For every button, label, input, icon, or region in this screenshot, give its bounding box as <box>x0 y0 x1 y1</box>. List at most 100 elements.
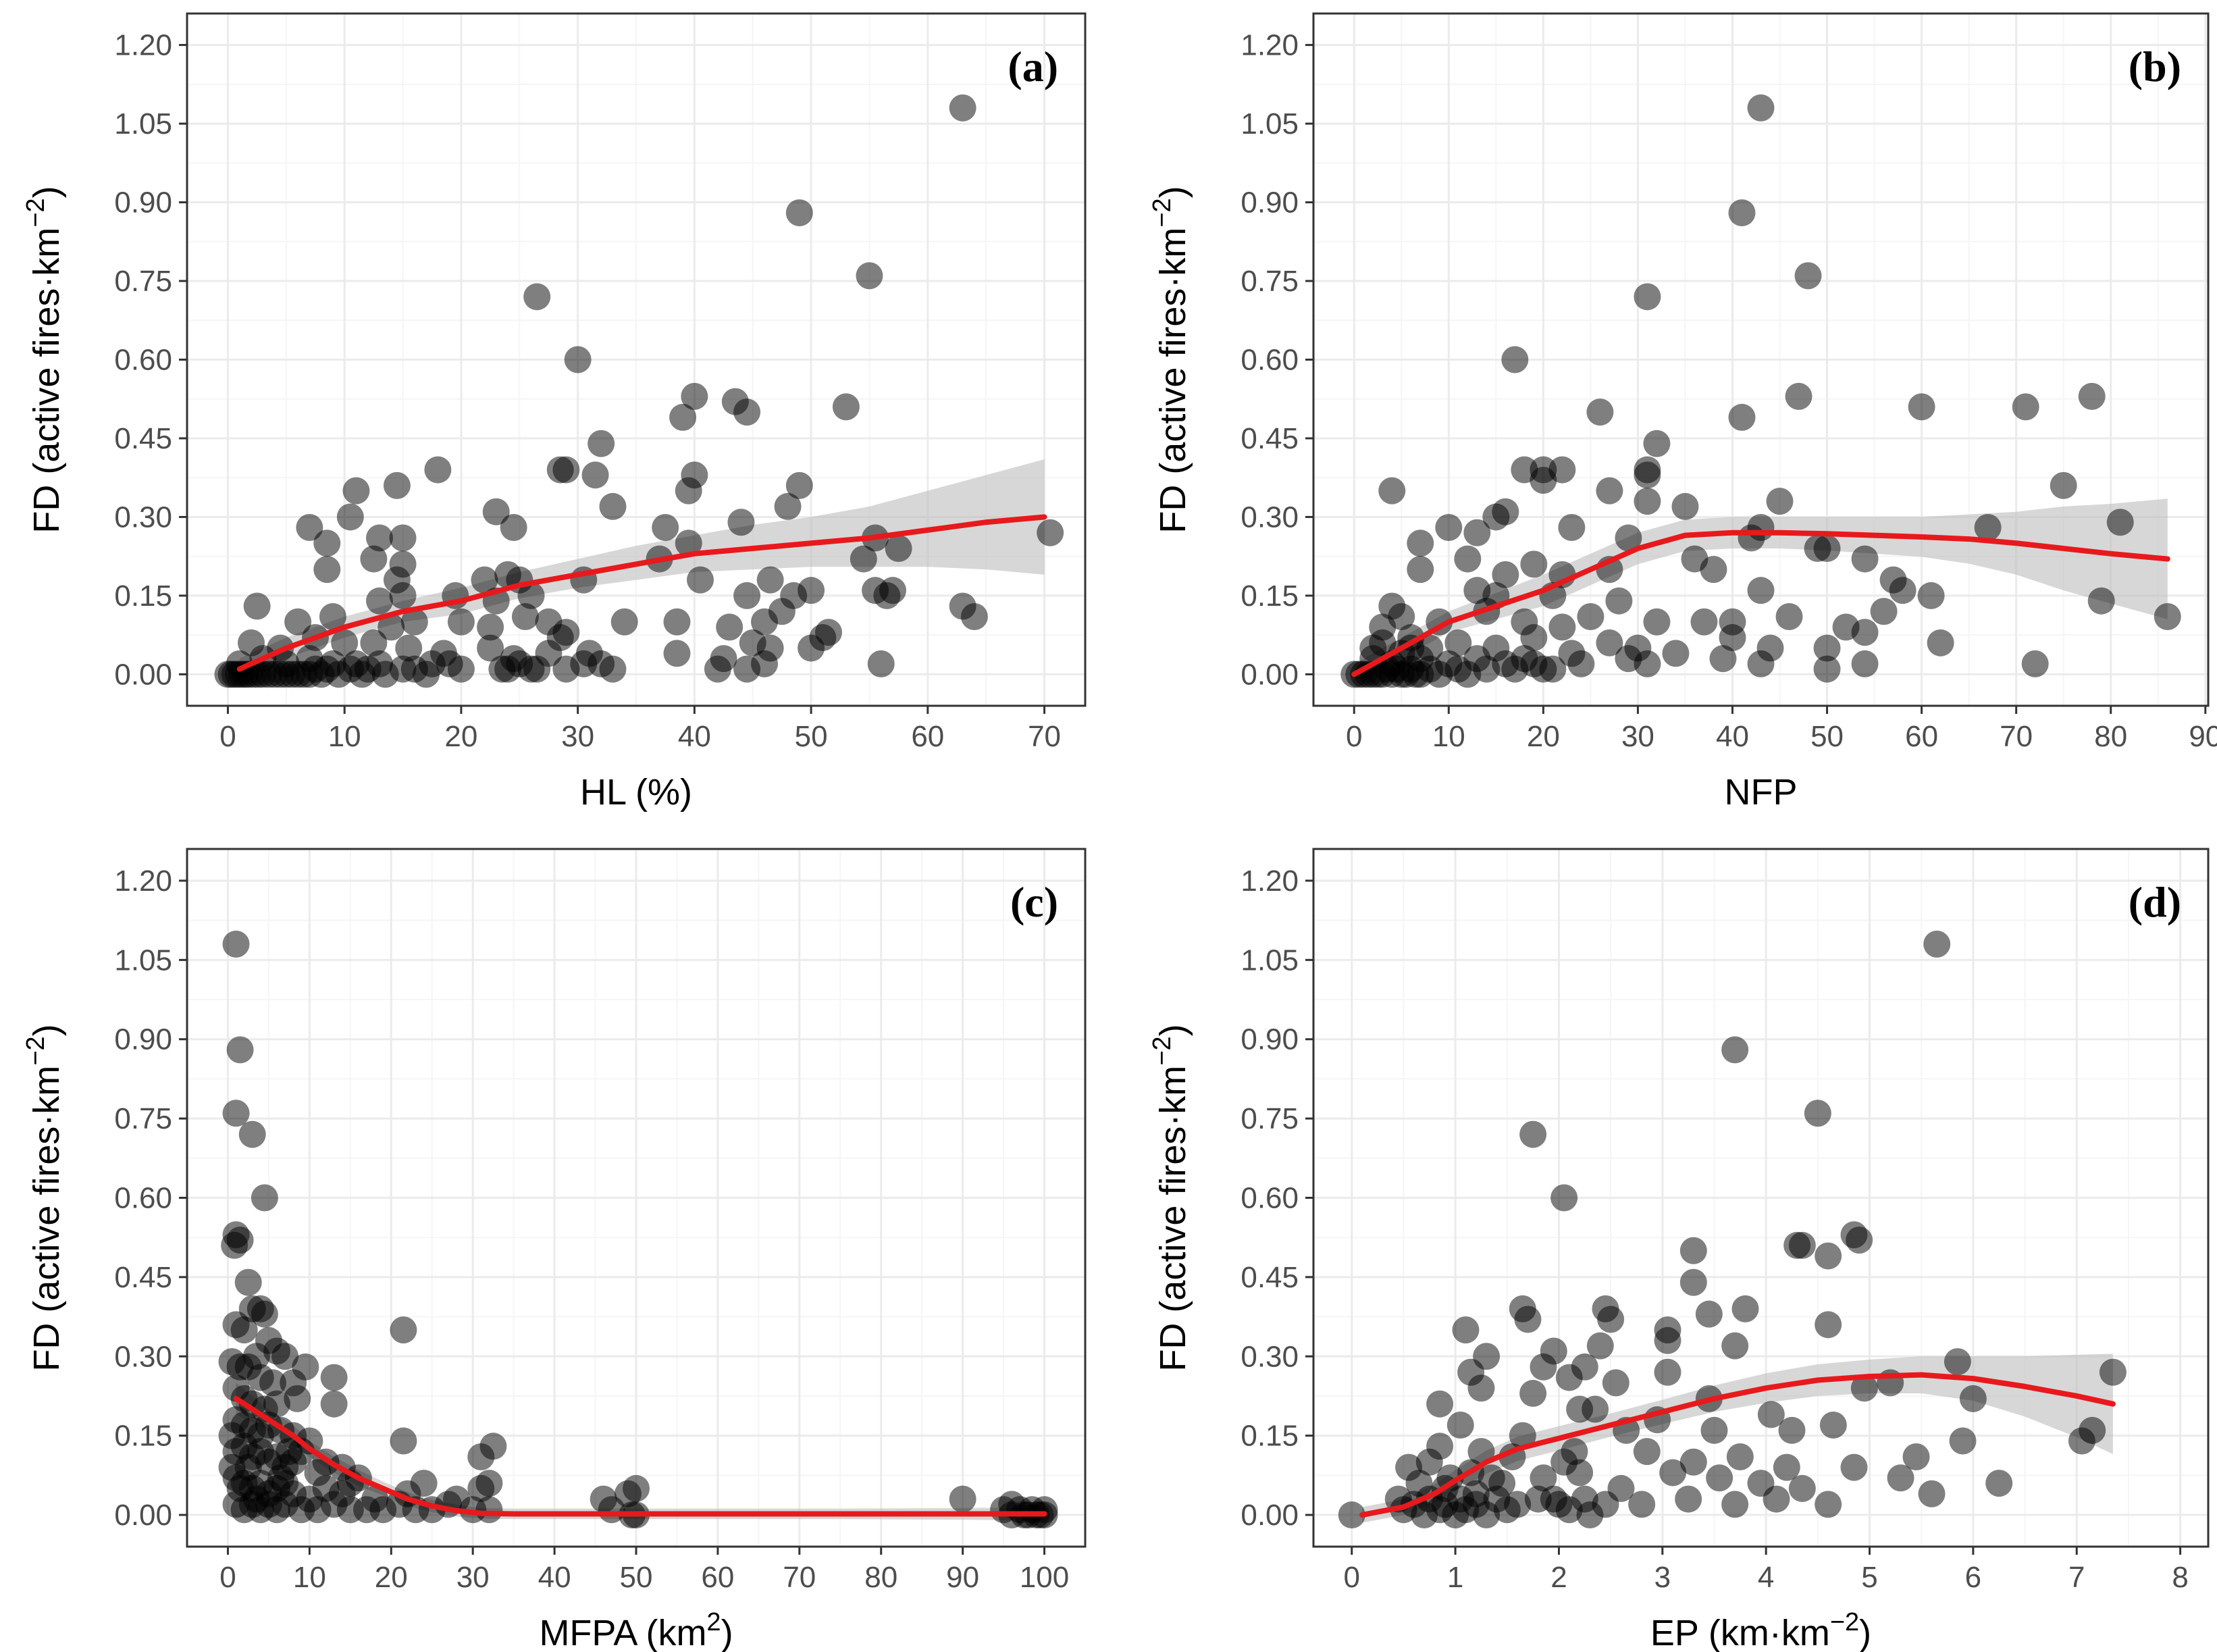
data-point <box>1597 1306 1625 1333</box>
y-axis-title-superscript: −2 <box>22 198 50 227</box>
data-point <box>1700 1416 1728 1444</box>
data-point <box>716 613 744 641</box>
data-point <box>410 1470 438 1497</box>
data-point <box>1804 1100 1831 1127</box>
data-point <box>218 1422 246 1449</box>
y-tick-label: 1.05 <box>114 944 172 977</box>
data-point <box>1540 1485 1567 1513</box>
data-point <box>366 587 393 615</box>
data-point <box>1628 1491 1656 1518</box>
data-point <box>424 456 452 484</box>
x-axis-title-superscript: 2 <box>706 1608 721 1636</box>
data-point <box>1571 1353 1598 1380</box>
data-point <box>1586 398 1614 426</box>
data-point <box>1582 1395 1609 1423</box>
data-point <box>1846 1227 1873 1254</box>
data-point <box>366 524 393 552</box>
x-tick-label: 50 <box>1810 720 1844 753</box>
data-point <box>230 1316 258 1344</box>
data-point <box>1757 1401 1785 1428</box>
data-point <box>1633 1438 1661 1466</box>
data-point <box>1813 634 1841 662</box>
data-point <box>477 634 504 662</box>
data-point <box>850 545 877 573</box>
data-point <box>494 655 521 683</box>
y-tick-label: 0.45 <box>114 422 172 455</box>
x-tick-label: 30 <box>561 720 594 753</box>
data-point <box>1454 545 1482 573</box>
data-point <box>2087 587 2115 615</box>
confidence-band <box>239 459 1045 680</box>
x-tick-label: 0 <box>219 720 236 753</box>
data-point <box>2050 471 2077 499</box>
x-axis-title: MFPA (km2) <box>539 1608 733 1652</box>
data-point <box>1788 1474 1816 1502</box>
data-point <box>1815 1242 1842 1270</box>
data-point <box>482 498 510 525</box>
data-point <box>1530 467 1557 494</box>
data-point <box>1359 634 1387 662</box>
data-point <box>1566 1459 1594 1487</box>
data-point <box>1558 513 1586 541</box>
y-axis-title-superscript: −2 <box>1148 198 1176 227</box>
data-point <box>1726 1443 1754 1470</box>
y-tick-label: 0.75 <box>1241 265 1299 298</box>
data-point <box>360 629 388 656</box>
data-point <box>251 1184 278 1212</box>
y-tick-label: 1.20 <box>1241 864 1299 898</box>
data-point <box>2154 602 2181 630</box>
data-point <box>242 1485 270 1513</box>
data-point <box>727 509 755 536</box>
y-tick-label: 1.20 <box>114 864 172 898</box>
fit-line <box>233 1395 1047 1517</box>
y-tick-label: 1.05 <box>1241 944 1299 977</box>
data-point <box>785 471 813 499</box>
y-tick-label: 0.00 <box>1241 658 1299 691</box>
data-point <box>1917 582 1945 609</box>
y-axis-title-text: FD (active fires·km <box>1153 228 1193 534</box>
x-tick-label: 20 <box>444 720 477 753</box>
x-tick-label: 100 <box>1020 1561 1069 1594</box>
data-point <box>610 608 638 636</box>
y-tick-label: 0.00 <box>1241 1499 1299 1532</box>
data-point <box>867 650 895 677</box>
data-point <box>342 477 370 505</box>
panel-tag: (c) <box>1010 878 1058 926</box>
data-point <box>1794 262 1822 290</box>
x-tick-label: 90 <box>946 1561 979 1594</box>
data-point <box>1492 561 1519 588</box>
data-point <box>798 577 825 604</box>
data-point <box>1918 1480 1946 1507</box>
x-axis-title-text: NFP <box>1725 772 1798 812</box>
data-point <box>1690 608 1718 636</box>
data-point <box>756 566 784 594</box>
x-tick-label: 7 <box>2068 1561 2085 1594</box>
data-point <box>1851 619 1879 646</box>
panels: 0 10 20 30 40 50 60 700.000.150.300.450.600.750… <box>22 12 2217 1652</box>
data-point <box>479 1432 507 1460</box>
data-point <box>588 430 615 457</box>
panel-a: 0 10 20 30 40 50 60 70 0.00 0.15 0.30 0.45 0.60 0.75 0… <box>22 12 1087 812</box>
data-point <box>259 1369 286 1397</box>
data-point <box>1567 650 1595 677</box>
data-point <box>546 624 574 652</box>
y-tick-label: 0.60 <box>114 1182 172 1215</box>
data-point <box>960 602 988 630</box>
y-tick-label: 0.60 <box>114 344 172 377</box>
data-point <box>1985 1470 2013 1497</box>
data-point <box>1643 430 1671 457</box>
y-tick-label: 0.60 <box>1241 1182 1299 1215</box>
data-point <box>251 1300 278 1328</box>
data-point <box>1602 1369 1629 1397</box>
data-point <box>1539 655 1567 683</box>
data-point <box>1662 640 1690 667</box>
data-point <box>1407 530 1434 557</box>
data-point <box>652 513 679 541</box>
data-point <box>768 598 795 625</box>
data-point <box>663 608 691 636</box>
data-point <box>1444 629 1472 656</box>
data-point <box>1654 1326 1681 1354</box>
data-point <box>296 513 323 541</box>
data-point <box>774 492 802 520</box>
